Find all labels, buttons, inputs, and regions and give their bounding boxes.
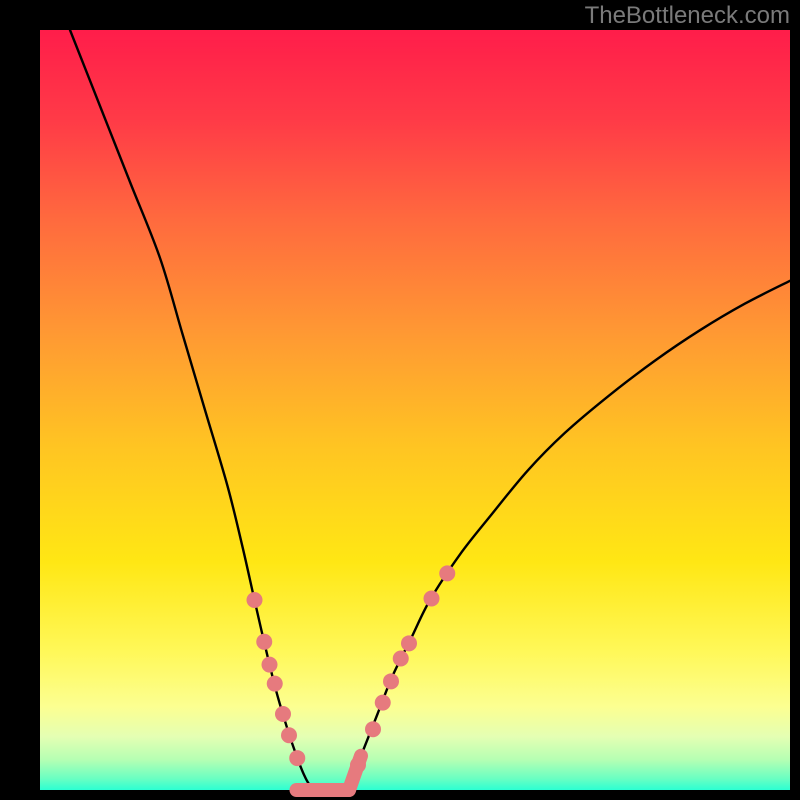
curve-marker (350, 757, 366, 773)
plot-area (40, 30, 790, 790)
chart-container: TheBottleneck.com (0, 0, 800, 800)
curve-marker (256, 634, 272, 650)
bottleneck-curve-left (70, 30, 318, 790)
curve-layer (40, 30, 790, 790)
curve-marker (262, 657, 278, 673)
curve-marker (439, 565, 455, 581)
curve-marker (365, 721, 381, 737)
markers-left (247, 592, 306, 766)
curve-marker (401, 635, 417, 651)
bottleneck-curve-right (318, 281, 791, 791)
curve-marker (289, 750, 305, 766)
curve-marker (281, 727, 297, 743)
curve-marker (267, 676, 283, 692)
watermark-text: TheBottleneck.com (585, 2, 790, 30)
curve-marker (393, 651, 409, 667)
curve-marker (424, 590, 440, 606)
curve-marker (247, 592, 263, 608)
curve-marker (275, 706, 291, 722)
curve-marker (383, 673, 399, 689)
curve-marker (375, 695, 391, 711)
